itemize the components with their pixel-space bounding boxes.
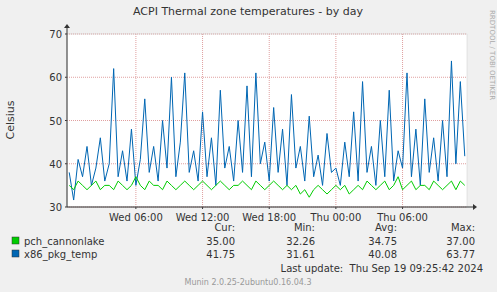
legend-stat: 35.00 bbox=[206, 236, 235, 247]
background bbox=[0, 0, 497, 292]
tick-label: Wed 06:00 bbox=[109, 212, 163, 223]
plot-area bbox=[67, 34, 467, 207]
axis-arrow bbox=[64, 24, 70, 28]
legend-stat: 37.00 bbox=[446, 236, 475, 247]
legend-label: x86_pkg_temp bbox=[24, 249, 97, 261]
y-label: Celsius bbox=[4, 100, 17, 139]
tick-label: Thu 00:00 bbox=[309, 212, 361, 223]
legend-swatch bbox=[12, 237, 19, 244]
axis-arrow bbox=[473, 204, 477, 210]
legend-swatch bbox=[12, 250, 19, 257]
series-line bbox=[69, 61, 465, 200]
tick-label: 30 bbox=[49, 202, 62, 213]
grid-line bbox=[67, 120, 467, 121]
legend-stat: 63.77 bbox=[446, 249, 475, 260]
legend-header: Max: bbox=[451, 222, 475, 233]
tick-label: Wed 18:00 bbox=[242, 212, 296, 223]
footer: Munin 2.0.25-2ubuntu0.16.04.3 bbox=[185, 278, 312, 287]
grid-line bbox=[335, 34, 336, 207]
x-axis bbox=[67, 207, 473, 208]
legend-stat: 41.75 bbox=[206, 249, 235, 260]
legend-header: Avg: bbox=[375, 222, 397, 233]
tick-label: 50 bbox=[49, 116, 62, 127]
last-update: Last update: Thu Sep 19 09:25:42 2024 bbox=[281, 263, 483, 274]
tick-label: 40 bbox=[49, 159, 62, 170]
legend-header: Cur: bbox=[214, 222, 235, 233]
legend-stat: 34.75 bbox=[368, 236, 397, 247]
y-axis bbox=[67, 28, 68, 207]
series-group bbox=[69, 61, 465, 200]
plot-frame bbox=[67, 34, 467, 207]
side-text: RRDTOOL / TOBI OETIKER bbox=[488, 10, 496, 100]
series-line bbox=[69, 177, 465, 198]
grid-line bbox=[402, 34, 403, 207]
legend-stat: 40.08 bbox=[368, 249, 397, 260]
legend-stat: 31.61 bbox=[286, 249, 315, 260]
legend-header: Min: bbox=[294, 222, 315, 233]
legend-stat: 32.26 bbox=[286, 236, 315, 247]
legend-label: pch_cannonlake bbox=[24, 236, 104, 248]
tick-label: 60 bbox=[49, 72, 62, 83]
tick-label: 70 bbox=[49, 29, 62, 40]
title: ACPI Thermal zone temperatures - by day bbox=[133, 5, 363, 18]
chart: ACPI Thermal zone temperatures - by day C… bbox=[0, 0, 497, 292]
